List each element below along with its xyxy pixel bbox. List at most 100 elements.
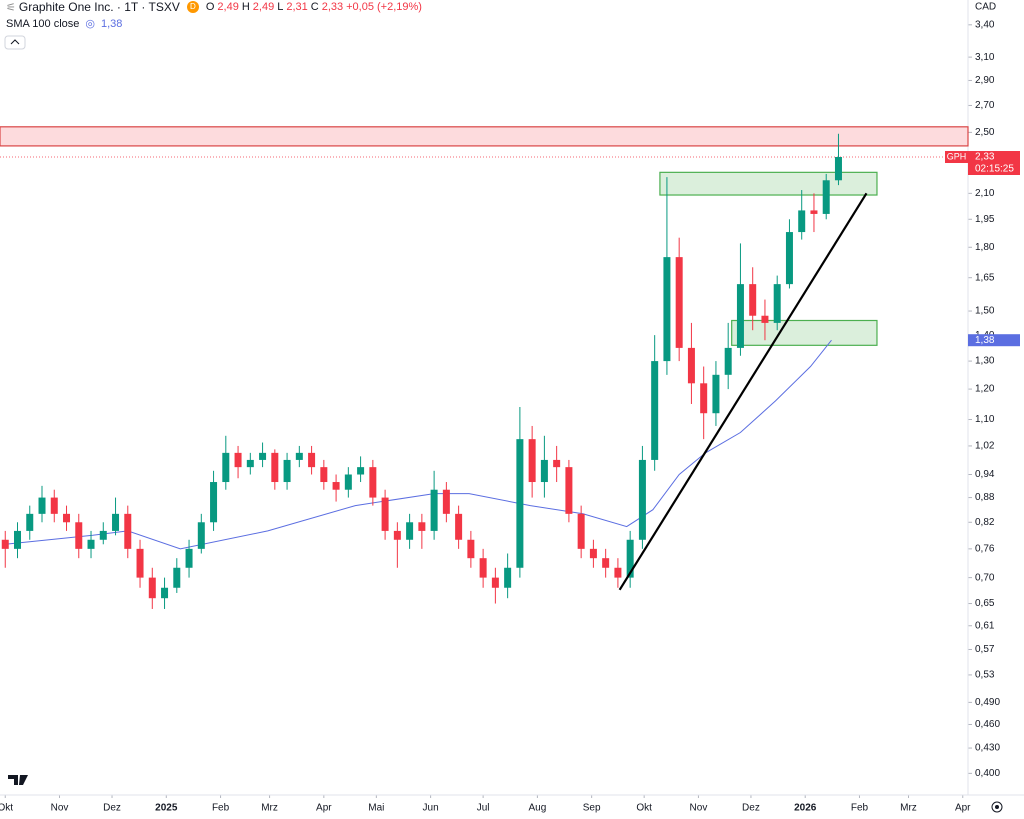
- x-tick-label: Jun: [423, 803, 439, 814]
- candle-body: [528, 439, 536, 483]
- candle-body: [259, 452, 267, 460]
- y-tick-label: 2,70: [975, 100, 995, 111]
- y-tick-label: 1,95: [975, 214, 995, 225]
- candle-body: [344, 474, 352, 490]
- candle-body: [491, 577, 499, 588]
- candle-body: [724, 347, 732, 375]
- candle-body: [63, 513, 71, 523]
- last-price-label: 2,33: [975, 152, 995, 163]
- legend-header: ⚟ Graphite One Inc. · 1T · TSXV D O 2,49 …: [6, 0, 422, 14]
- x-tick-label: Mrz: [900, 803, 917, 814]
- logo: [8, 775, 28, 785]
- x-tick-label: Aug: [528, 803, 546, 814]
- y-tick-label: 0,61: [975, 620, 995, 631]
- y-tick-label: 2,90: [975, 75, 995, 86]
- candle-body: [50, 497, 58, 514]
- y-tick-label: 1,50: [975, 306, 995, 317]
- candle-body: [124, 513, 132, 549]
- sma-tag-label: 1,38: [975, 335, 995, 346]
- symbol-tag: GPH: [947, 151, 967, 161]
- change: +0,05 (+2,19%): [346, 1, 422, 13]
- indicator-icon: ◎: [85, 18, 95, 30]
- collapse-button[interactable]: [4, 35, 26, 50]
- y-tick-label: 0,430: [975, 743, 1000, 754]
- candle-body: [14, 530, 22, 549]
- candle-body: [75, 522, 83, 549]
- candle-body: [222, 452, 230, 483]
- ohlc-value: 2,31: [286, 1, 308, 13]
- y-tick-label: 0,460: [975, 719, 1000, 730]
- candle-body: [357, 467, 365, 475]
- candle-body: [369, 467, 377, 498]
- candle-body: [761, 315, 769, 323]
- candle-body: [663, 257, 671, 362]
- candle-body: [577, 513, 585, 549]
- y-tick-label: 0,88: [975, 492, 995, 503]
- x-tick-label: Apr: [316, 803, 332, 814]
- last-price-tag-bg: [968, 150, 1020, 175]
- ohlc-label: O: [205, 1, 215, 13]
- candle-body: [651, 361, 659, 460]
- ohlc-value: 2,49: [217, 1, 239, 13]
- y-tick-label: 0,490: [975, 697, 1000, 708]
- candle-body: [234, 452, 242, 468]
- trendline: [618, 192, 868, 591]
- sma-line: [5, 339, 832, 550]
- candle-body: [112, 513, 120, 531]
- candle-body: [283, 459, 291, 483]
- x-tick-label: Feb: [212, 803, 230, 814]
- x-tick-label: Sep: [583, 803, 601, 814]
- y-tick-label: 1,30: [975, 356, 995, 367]
- collapse-icon: [10, 39, 20, 45]
- candle-body: [687, 347, 695, 384]
- resistance-zone: [0, 126, 969, 147]
- x-tick-label: Nov: [51, 803, 69, 814]
- y-tick-label: 0,70: [975, 572, 995, 583]
- symbol-title[interactable]: Graphite One Inc. · 1T · TSXV: [18, 0, 180, 14]
- candle-body: [798, 210, 806, 233]
- candle-body: [773, 284, 781, 323]
- x-tick-label: Okt: [0, 803, 13, 814]
- ohlc-label: L: [277, 1, 284, 13]
- y-tick-label: 0,82: [975, 517, 995, 528]
- x-tick-label: Jul: [477, 803, 490, 814]
- interval-badge: D: [186, 1, 199, 13]
- x-tick-label: Mrz: [261, 803, 278, 814]
- candle-body: [810, 210, 818, 214]
- y-tick-label: 0,65: [975, 598, 995, 609]
- candle-body: [675, 257, 683, 348]
- sma-tag-bg: [968, 334, 1020, 347]
- candle-body: [589, 548, 597, 559]
- symbol-icon: ⚟: [6, 1, 16, 14]
- candle-body: [455, 513, 463, 540]
- x-tick-label: 2026: [794, 803, 817, 814]
- y-tick-label: 0,53: [975, 670, 995, 681]
- y-tick-label: 0,57: [975, 644, 995, 655]
- candle-body: [626, 539, 634, 578]
- candle-body: [173, 567, 181, 588]
- candle-body: [210, 482, 218, 523]
- y-tick-label: 3,10: [975, 52, 995, 63]
- x-tick-label: Dez: [103, 803, 121, 814]
- candle-body: [381, 497, 389, 531]
- candle-body: [320, 467, 328, 483]
- indicator-legend: SMA 100 close ◎ 1,38: [6, 17, 122, 31]
- candle-body: [197, 522, 205, 549]
- support-zone: [659, 171, 878, 196]
- candle-body: [406, 522, 414, 540]
- candle-body: [393, 530, 401, 540]
- y-tick-label: 1,10: [975, 414, 995, 425]
- indicator-label[interactable]: SMA 100 close: [6, 17, 80, 30]
- candle-body: [822, 180, 830, 214]
- candle-body: [185, 548, 193, 568]
- y-tick-label: 0,400: [975, 768, 1000, 779]
- symbol-tag-bg: [945, 150, 968, 163]
- candle-body: [246, 459, 254, 468]
- candle-body: [430, 489, 438, 531]
- support-zone: [731, 319, 878, 346]
- y-tick-label: 2,10: [975, 188, 995, 199]
- candle-body: [553, 459, 561, 468]
- settings-icon[interactable]: [991, 801, 1003, 813]
